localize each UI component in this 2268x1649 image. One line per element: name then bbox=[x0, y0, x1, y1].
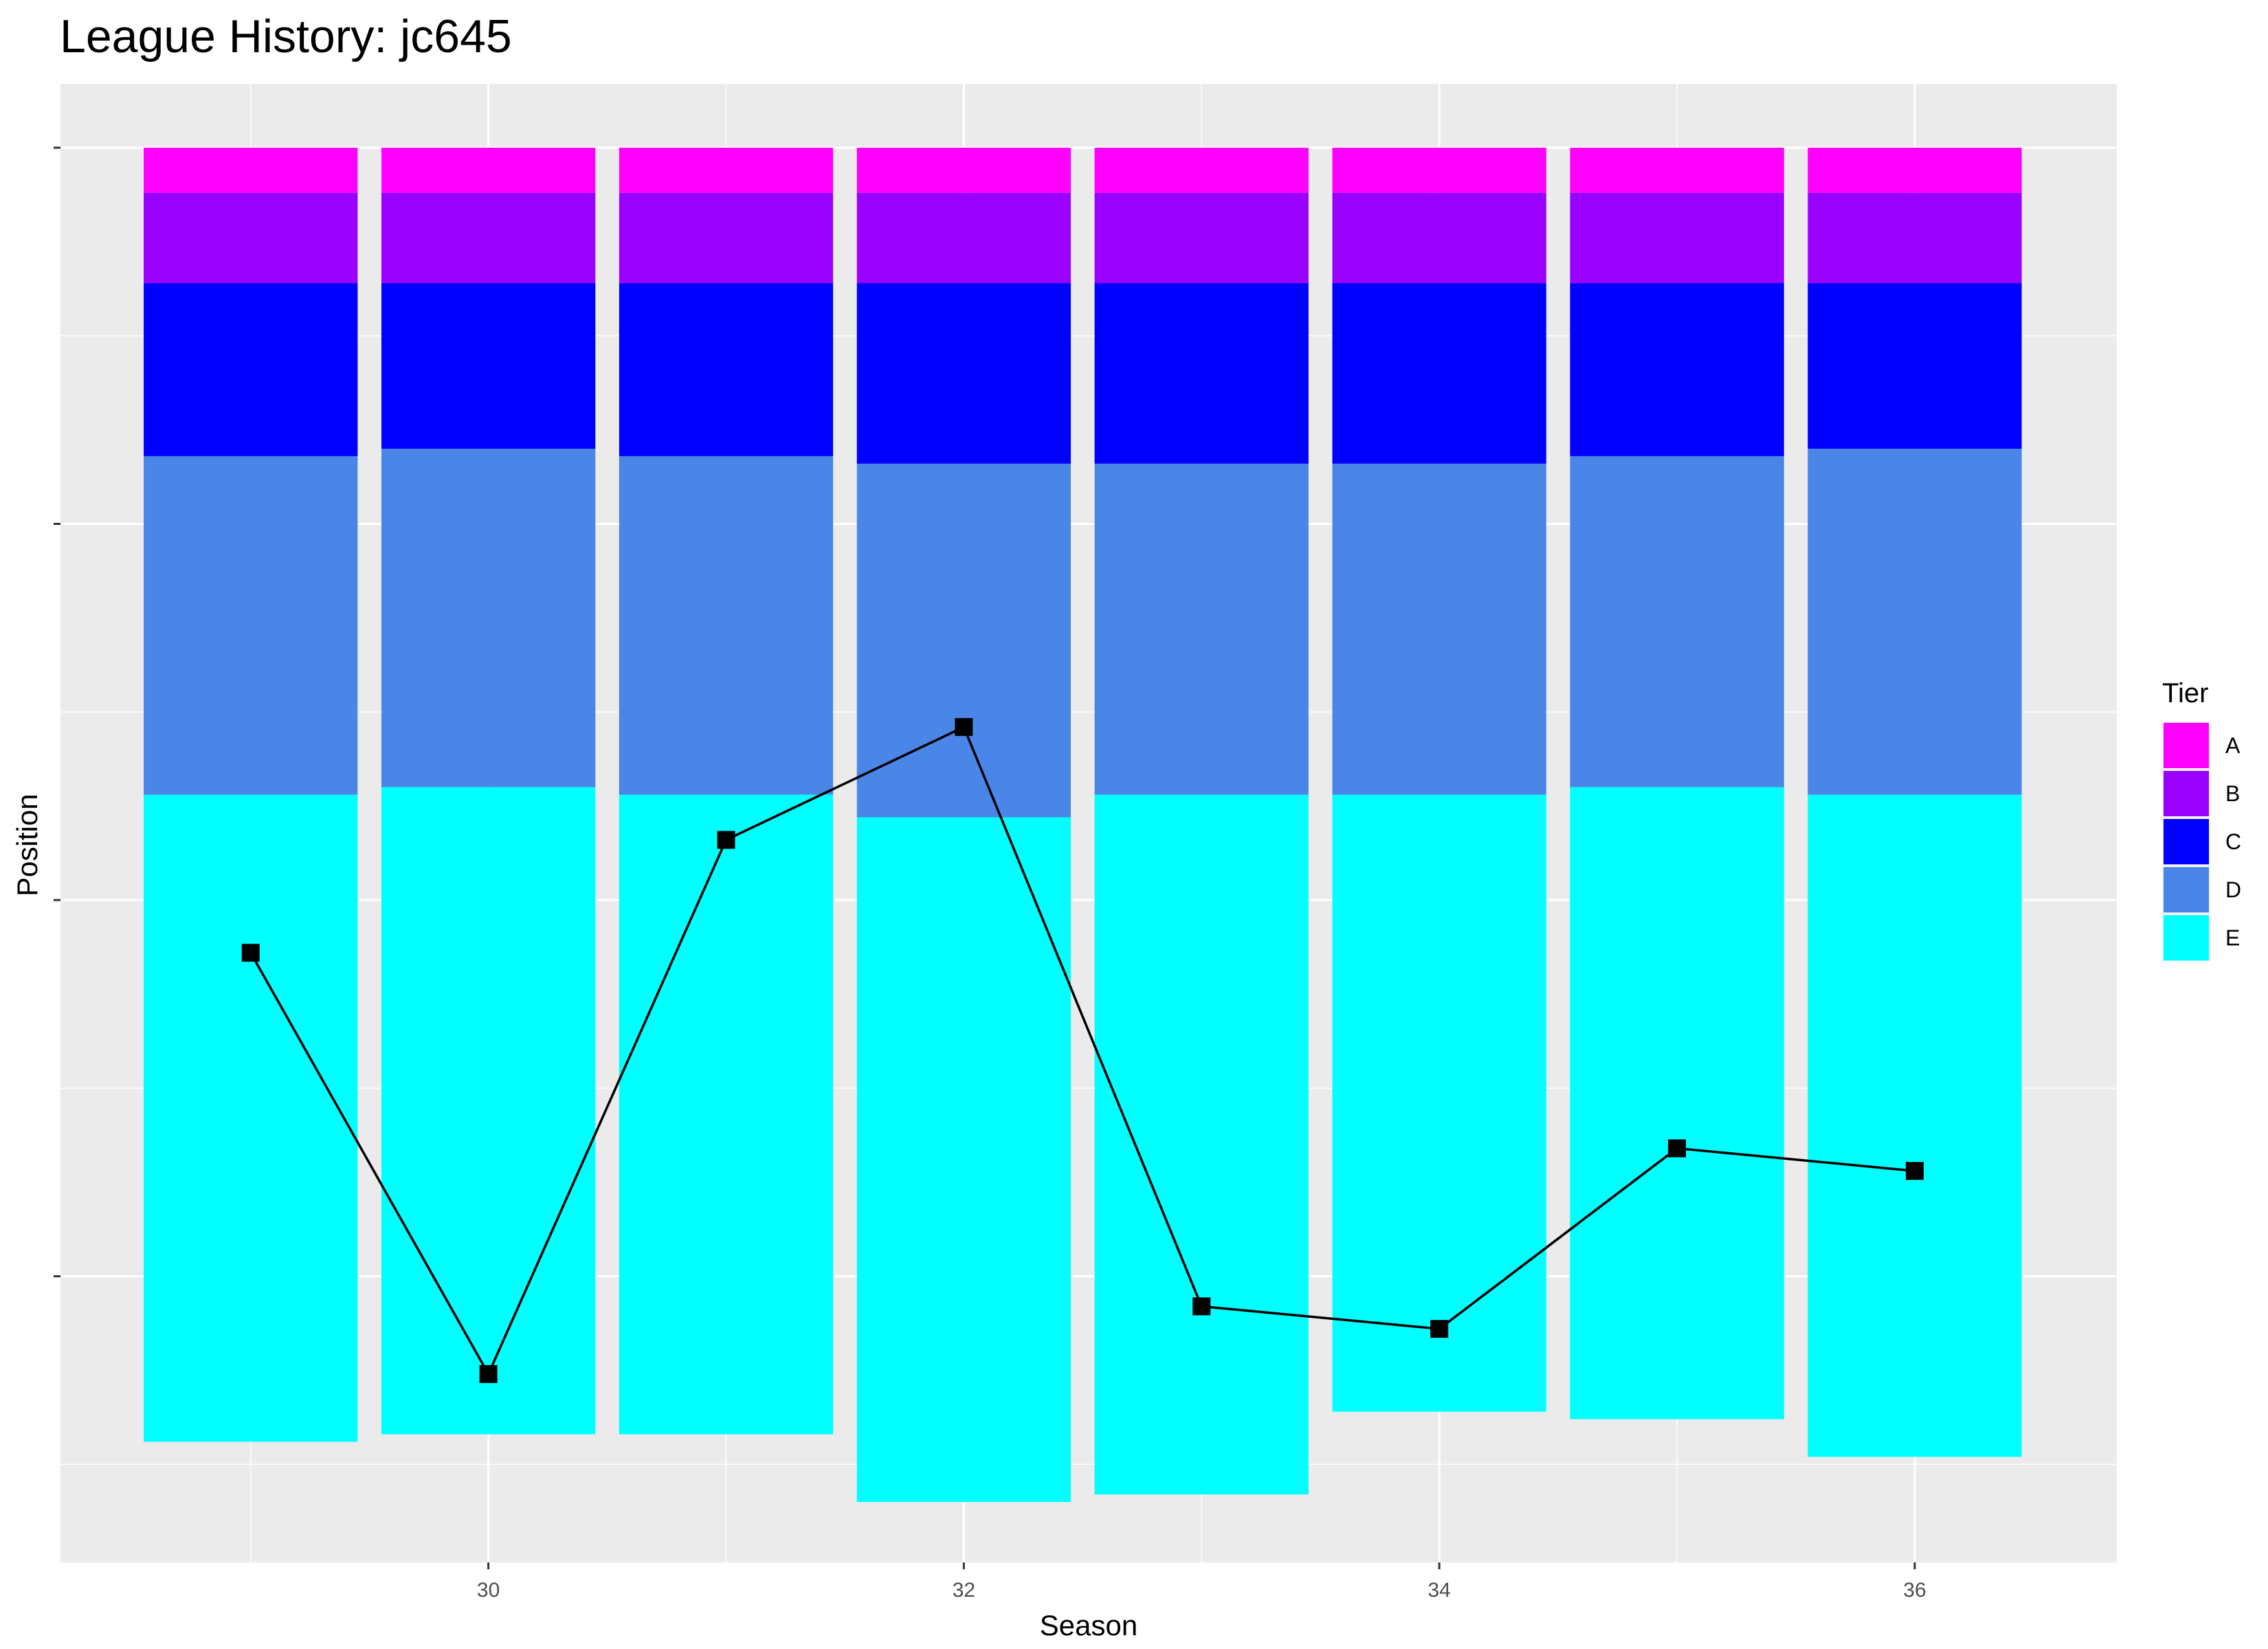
bar-season-36-tier-d bbox=[1808, 449, 2022, 795]
bar-season-34-tier-c bbox=[1332, 283, 1546, 464]
legend-label-d: D bbox=[2225, 877, 2241, 902]
bar-season-33-tier-b bbox=[1094, 192, 1309, 284]
position-point-season-36 bbox=[1905, 1162, 1924, 1180]
bar-season-32-tier-d bbox=[856, 463, 1071, 818]
tier-bars bbox=[144, 148, 2022, 1502]
position-point-season-33 bbox=[1192, 1297, 1211, 1316]
bar-season-31-tier-a bbox=[619, 148, 834, 193]
bar-season-32-tier-e bbox=[856, 817, 1071, 1502]
position-point-season-31 bbox=[717, 831, 735, 849]
legend-key-b bbox=[2164, 771, 2209, 816]
bar-season-34-tier-a bbox=[1332, 148, 1546, 193]
bar-season-29-tier-e bbox=[144, 794, 358, 1442]
bar-season-29-tier-b bbox=[144, 192, 358, 284]
bar-season-30-tier-a bbox=[381, 148, 596, 193]
bar-season-31-tier-b bbox=[619, 192, 834, 284]
bar-season-33-tier-a bbox=[1094, 148, 1309, 193]
bar-season-35-tier-e bbox=[1570, 787, 1784, 1420]
bar-season-35-tier-c bbox=[1570, 283, 1784, 456]
bar-season-31-tier-c bbox=[619, 283, 834, 456]
position-point-season-30 bbox=[479, 1365, 498, 1383]
x-tick-label: 30 bbox=[477, 1579, 500, 1602]
position-point-season-32 bbox=[955, 718, 973, 737]
bar-season-33-tier-c bbox=[1094, 283, 1309, 464]
bar-season-30-tier-b bbox=[381, 192, 596, 284]
bar-season-30-tier-d bbox=[381, 449, 596, 787]
y-axis-title: Position bbox=[11, 794, 43, 896]
legend-key-a bbox=[2164, 723, 2209, 768]
position-point-season-29 bbox=[241, 943, 260, 962]
bar-season-35-tier-b bbox=[1570, 192, 1784, 284]
legend-key-d bbox=[2164, 867, 2209, 912]
x-tick-label: 36 bbox=[1903, 1579, 1926, 1602]
position-point-season-35 bbox=[1668, 1139, 1687, 1158]
bar-season-36-tier-a bbox=[1808, 148, 2022, 193]
bar-season-30-tier-e bbox=[381, 787, 596, 1435]
x-axis-title: Season bbox=[1040, 1609, 1137, 1641]
bar-season-34-tier-d bbox=[1332, 463, 1546, 795]
bar-season-36-tier-e bbox=[1808, 794, 2022, 1457]
legend-title: Tier bbox=[2162, 678, 2208, 708]
x-tick-label: 34 bbox=[1428, 1579, 1451, 1602]
bar-season-35-tier-d bbox=[1570, 456, 1784, 787]
legend-key-e bbox=[2164, 915, 2209, 961]
legend-label-e: E bbox=[2225, 926, 2240, 950]
bar-season-29-tier-d bbox=[144, 456, 358, 795]
bar-season-33-tier-d bbox=[1094, 463, 1309, 795]
bar-season-29-tier-c bbox=[144, 283, 358, 456]
bar-season-34-tier-b bbox=[1332, 192, 1546, 284]
bar-season-36-tier-b bbox=[1808, 192, 2022, 284]
bar-season-32-tier-a bbox=[856, 148, 1071, 193]
bar-season-31-tier-d bbox=[619, 456, 834, 795]
legend-label-c: C bbox=[2225, 829, 2241, 854]
position-point-season-34 bbox=[1430, 1320, 1449, 1338]
legend-label-b: B bbox=[2225, 781, 2240, 806]
bar-season-32-tier-c bbox=[856, 283, 1071, 464]
position-line bbox=[249, 725, 1915, 1377]
bar-season-33-tier-e bbox=[1094, 794, 1309, 1495]
bar-season-34-tier-e bbox=[1332, 794, 1546, 1412]
bar-season-30-tier-c bbox=[381, 283, 596, 449]
legend-key-c bbox=[2164, 819, 2209, 864]
bar-season-36-tier-c bbox=[1808, 283, 2022, 449]
x-tick-label: 32 bbox=[953, 1579, 975, 1602]
axes: 30 32 34 36 bbox=[54, 146, 1926, 1602]
chart-title: League History: jc645 bbox=[60, 10, 512, 63]
bar-season-29-tier-a bbox=[144, 148, 358, 193]
position-line-layer bbox=[241, 718, 1924, 1383]
legend-label-a: A bbox=[2225, 733, 2241, 758]
bar-season-32-tier-b bbox=[856, 192, 1071, 284]
bar-season-35-tier-a bbox=[1570, 148, 1784, 193]
bar-season-31-tier-e bbox=[619, 794, 834, 1435]
